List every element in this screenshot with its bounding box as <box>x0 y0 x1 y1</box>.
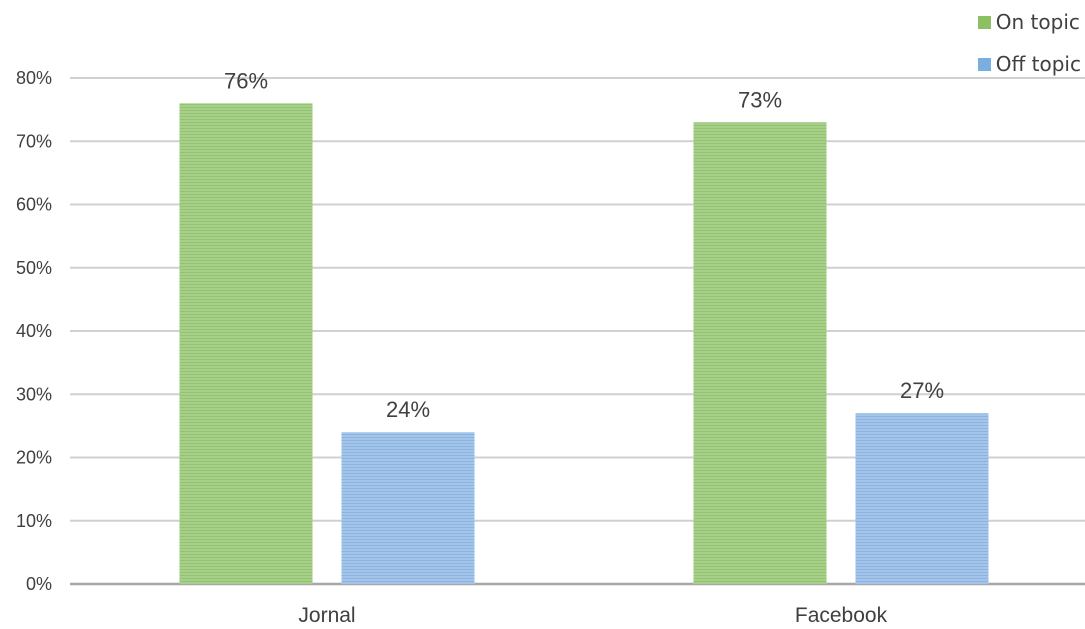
legend-label-on-topic: On topic <box>995 10 1080 34</box>
data-label-on-topic-jornal: 76% <box>224 68 268 93</box>
legend: On topic Off topic <box>977 8 1081 92</box>
data-label-off-topic-facebook: 27% <box>900 378 944 403</box>
data-labels: 76% 24% 73% 27% <box>224 68 944 422</box>
x-tick-label: Jornal <box>298 604 355 624</box>
bar-on-topic-jornal <box>179 103 313 585</box>
y-tick-label: 80% <box>16 68 52 88</box>
legend-item-on-topic: On topic <box>977 8 1081 36</box>
y-axis-ticks: 0% 10% 20% 30% 40% 50% 60% 70% 80% <box>16 68 52 594</box>
x-axis-ticks: Jornal Facebook <box>298 604 888 627</box>
y-tick-label: 0% <box>26 574 52 594</box>
legend-label-off-topic: Off topic <box>995 52 1081 76</box>
y-tick-label: 40% <box>16 321 52 341</box>
y-tick-label: 60% <box>16 195 52 215</box>
legend-item-off-topic: Off topic <box>977 50 1081 78</box>
y-tick-label: 20% <box>16 448 52 468</box>
data-label-off-topic-jornal: 24% <box>386 397 430 422</box>
bar-off-topic-jornal <box>341 432 475 584</box>
bar-on-topic-facebook <box>693 122 827 585</box>
y-tick-label: 10% <box>16 511 52 531</box>
y-tick-label: 50% <box>16 258 52 278</box>
legend-swatch-on-topic <box>977 15 991 29</box>
x-tick-label: Facebook <box>795 604 888 624</box>
bar-off-topic-facebook <box>855 413 989 584</box>
y-tick-label: 30% <box>16 384 52 404</box>
legend-swatch-off-topic <box>977 57 991 71</box>
y-tick-label: 70% <box>16 131 52 151</box>
data-label-on-topic-facebook: 73% <box>738 87 782 112</box>
bars <box>179 103 989 585</box>
